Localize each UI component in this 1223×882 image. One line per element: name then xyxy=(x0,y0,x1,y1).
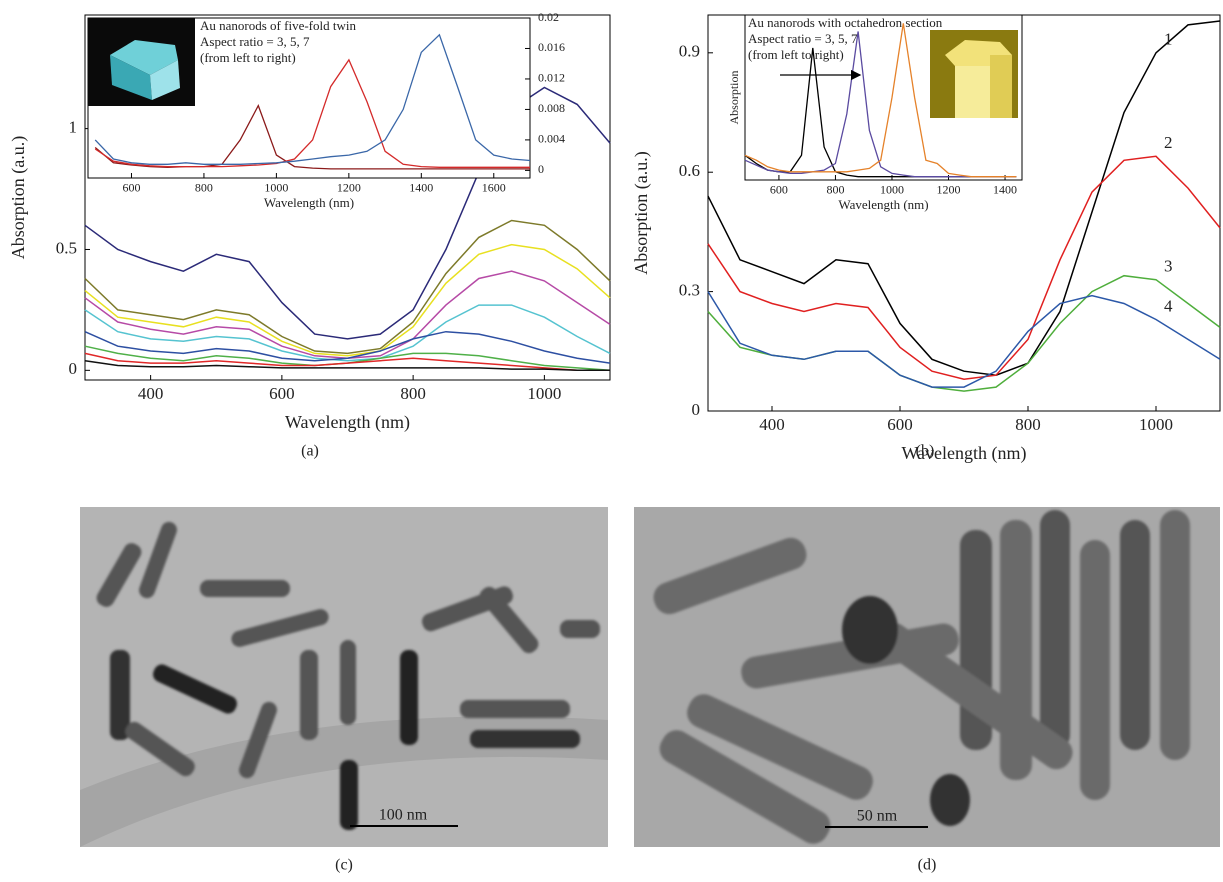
y-tick-label: 0.016 xyxy=(538,40,565,54)
scale-bar-label: 100 nm xyxy=(379,807,428,824)
y-tick-label: 1 xyxy=(69,118,78,137)
x-axis-label: Wavelength (nm) xyxy=(285,412,410,433)
y-axis-label: Absorption (a.u.) xyxy=(631,151,652,274)
x-tick-label: 800 xyxy=(400,384,426,403)
x-tick-label: 600 xyxy=(269,384,295,403)
x-axis-label: Wavelength (nm) xyxy=(838,197,928,212)
x-tick-label: 600 xyxy=(770,183,788,197)
data-line xyxy=(708,276,1220,391)
inset-annotation: Aspect ratio = 3, 5, 7 xyxy=(200,34,310,49)
inset-render-b xyxy=(930,30,1018,118)
rod-render xyxy=(990,55,1012,118)
y-tick-label: 0 xyxy=(69,359,78,378)
panel-label: (a) xyxy=(301,443,319,460)
y-tick-label: 0 xyxy=(692,400,701,419)
data-line xyxy=(85,221,610,354)
y-axis-label: Absorption xyxy=(727,71,741,125)
x-tick-label: 1400 xyxy=(993,183,1017,197)
data-line xyxy=(85,271,610,358)
inset-annotation: Au nanorods of five-fold twin xyxy=(200,18,356,33)
y-tick-label: 0.004 xyxy=(538,132,565,146)
y-tick-label: 0.012 xyxy=(538,71,565,85)
x-tick-label: 400 xyxy=(138,384,164,403)
x-tick-label: 1000 xyxy=(264,181,288,195)
y-tick-label: 0.6 xyxy=(679,161,700,180)
inset-annotation: Aspect ratio = 3, 5, 7 xyxy=(748,31,858,46)
x-tick-label: 400 xyxy=(759,415,785,434)
data-line xyxy=(85,332,610,363)
y-tick-label: 0.02 xyxy=(538,10,559,24)
panel-label: (c) xyxy=(335,857,353,874)
curve-label: 3 xyxy=(1164,257,1173,276)
inset-annotation: (from left to right) xyxy=(748,47,844,62)
x-tick-label: 1400 xyxy=(409,181,433,195)
data-line xyxy=(85,361,610,371)
y-tick-label: 0.9 xyxy=(679,42,700,61)
x-axis-label: Wavelength (nm) xyxy=(901,443,1026,464)
scale-bar-label: 50 nm xyxy=(857,808,898,825)
x-tick-label: 1200 xyxy=(337,181,361,195)
curve-label: 2 xyxy=(1164,133,1173,152)
x-tick-label: 1200 xyxy=(937,183,961,197)
tem-image-d xyxy=(634,507,1220,849)
inset-annotation: (from left to right) xyxy=(200,50,296,65)
x-tick-label: 800 xyxy=(195,181,213,195)
curve-label: 4 xyxy=(1164,296,1173,315)
x-tick-label: 600 xyxy=(887,415,913,434)
y-tick-label: 0 xyxy=(538,162,544,176)
data-line xyxy=(708,292,1220,388)
x-tick-label: 1000 xyxy=(527,384,561,403)
figure: 100 nm 50 nm (a) (b) (c) (d) 40060080010… xyxy=(0,0,1223,882)
tem-image-c xyxy=(80,507,608,847)
x-tick-label: 800 xyxy=(826,183,844,197)
rod-render xyxy=(955,66,990,118)
y-tick-label: 0.3 xyxy=(679,281,700,300)
x-tick-label: 1600 xyxy=(482,181,506,195)
x-axis-label: Wavelength (nm) xyxy=(264,195,354,210)
x-tick-label: 800 xyxy=(1015,415,1041,434)
y-tick-label: 0.5 xyxy=(56,238,77,257)
x-tick-label: 1000 xyxy=(1139,415,1173,434)
panel-label: (d) xyxy=(918,857,937,874)
y-tick-label: 0.008 xyxy=(538,101,565,115)
curve-label: 1 xyxy=(1164,30,1173,49)
x-tick-label: 1000 xyxy=(880,183,904,197)
y-axis-label: Absorption (a.u.) xyxy=(8,136,29,259)
inset-render-a xyxy=(88,18,195,106)
x-tick-label: 600 xyxy=(122,181,140,195)
inset-annotation: Au nanorods with octahedron section xyxy=(748,15,943,30)
